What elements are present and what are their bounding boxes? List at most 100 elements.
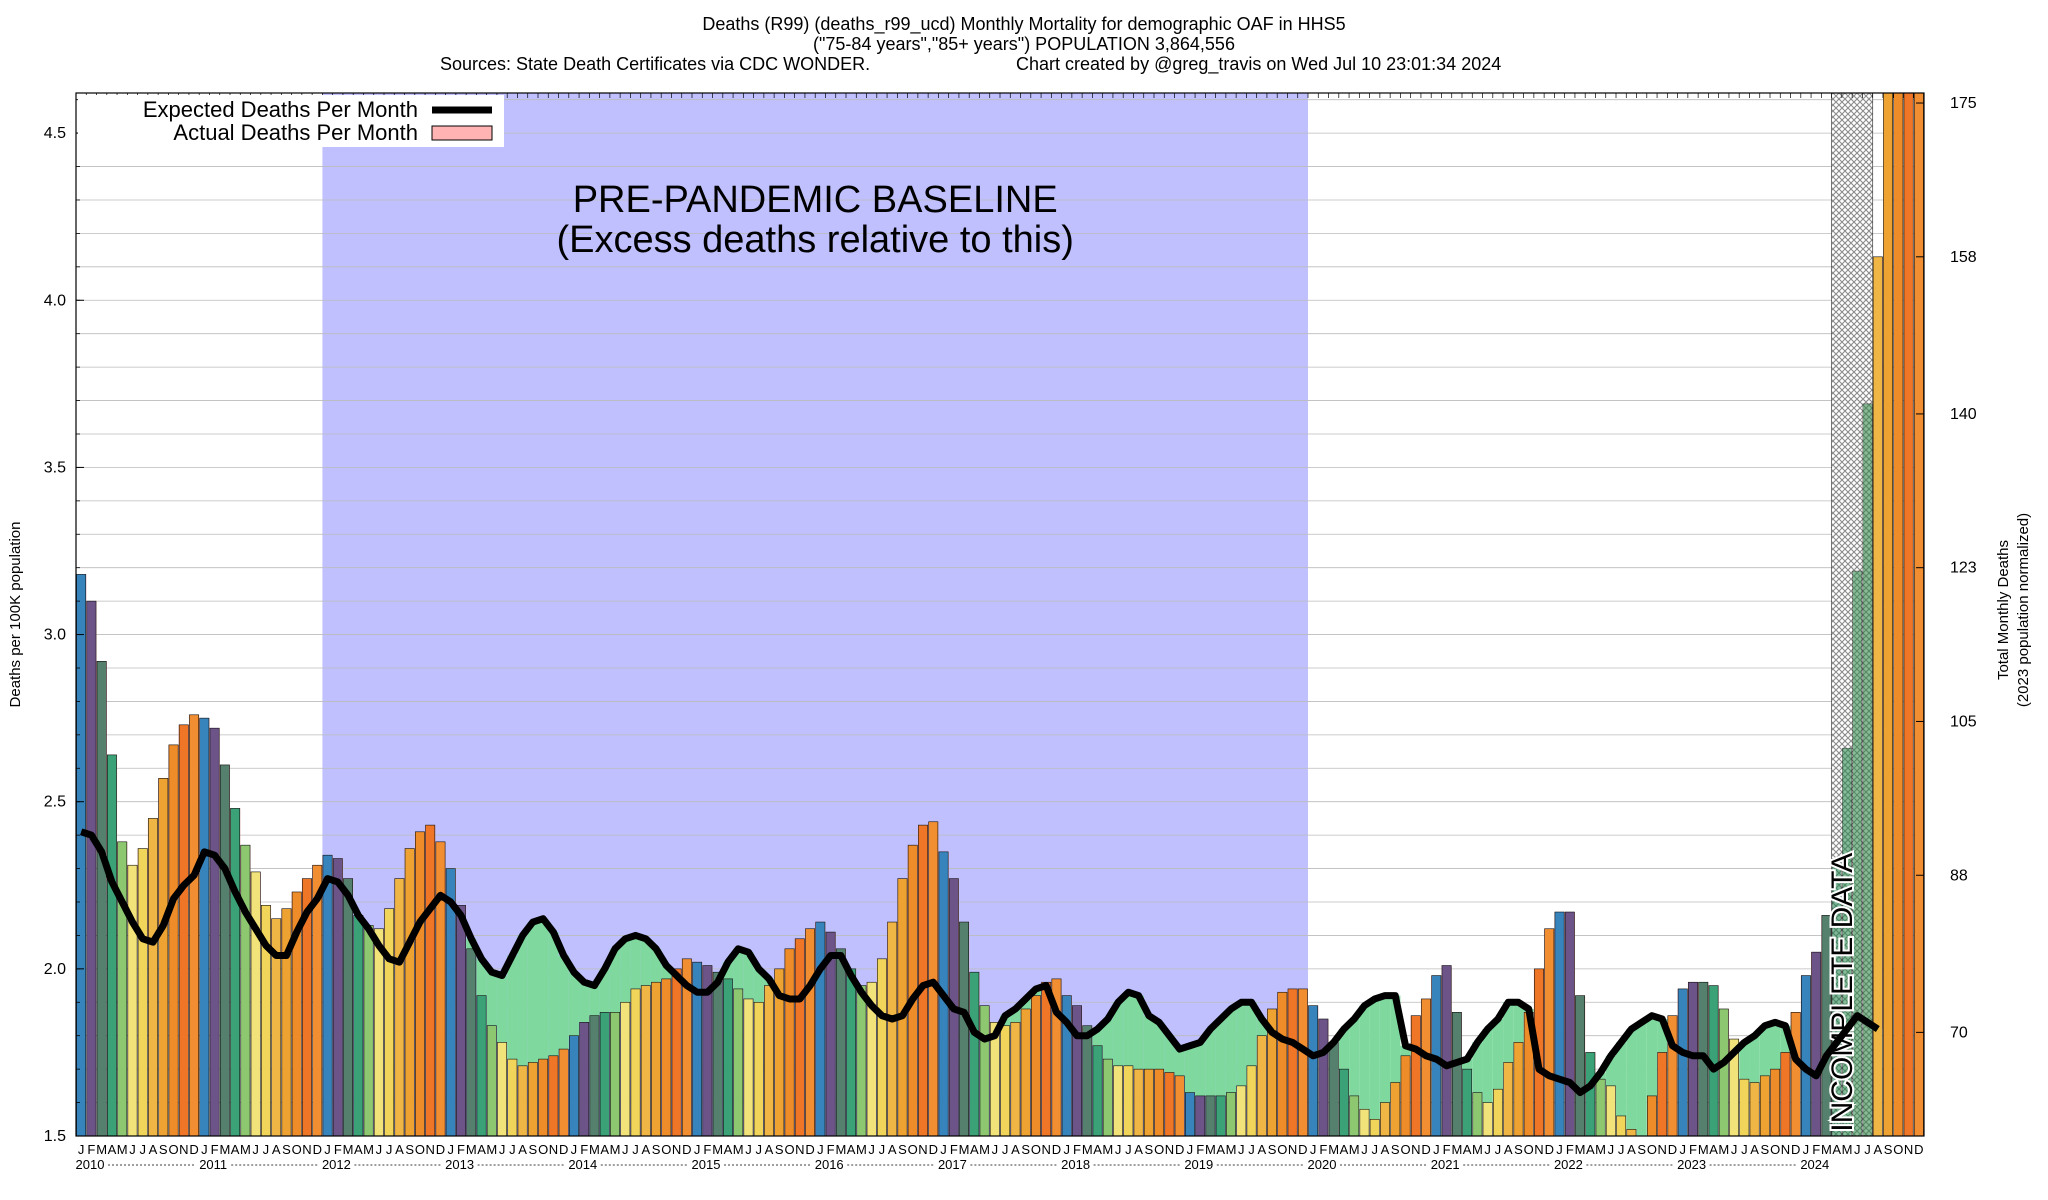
month-label: N [672,1142,681,1157]
month-label: M [363,1142,374,1157]
actual-bar [661,978,672,1137]
month-label: J [745,1142,752,1157]
month-label: S [1884,1142,1893,1157]
month-label: N [1165,1142,1174,1157]
deficit-area [1636,1022,1647,1136]
actual-bar [1585,1052,1596,1137]
month-label: S [529,1142,538,1157]
actual-bar [589,1015,600,1137]
actual-bar [805,928,816,1137]
axes-layer: 1.5 2.0 2.5 3.0 3.5 4.0 4.5 70 88 105 123 140 158 175… [44,92,1977,1172]
deficit-area [1195,1042,1206,1096]
actual-bar [1872,256,1883,1137]
month-label: J [1679,1142,1686,1157]
deficit-area [1143,1015,1154,1070]
actual-bar [1000,1025,1011,1137]
deficit-area [527,922,538,1063]
month-label: A [1832,1142,1841,1157]
month-label: F [1196,1142,1204,1157]
actual-bar [466,948,477,1137]
month-label: M [712,1142,723,1157]
actual-bar [240,844,251,1137]
month-label: N [1534,1142,1543,1157]
actual-bar [558,1048,569,1137]
actual-bar [1811,951,1822,1137]
actual-bar [876,958,887,1137]
actual-bar [1092,1045,1103,1137]
actual-bar [1493,1088,1503,1137]
month-label: M [343,1142,354,1157]
actual-bar [630,988,641,1137]
actual-bar [640,985,651,1137]
month-label: J [1741,1142,1748,1157]
month-label: J [386,1142,393,1157]
actual-bar [425,824,436,1137]
actual-bar [1082,1025,1093,1137]
actual-bar [1123,1065,1134,1137]
actual-bar [722,978,733,1137]
month-label: J [129,1142,136,1157]
actual-bar [1256,1035,1267,1137]
month-label: A [1709,1142,1718,1157]
month-label: J [252,1142,259,1157]
actual-bar [1903,92,1914,1137]
actual-bar [199,717,210,1137]
text-layer: Deaths per 100K population Total Monthly … [7,179,2032,707]
month-label: A [847,1142,856,1157]
month-label: S [1021,1142,1030,1157]
y-tick-label: 3.5 [44,459,66,476]
deficit-area [1020,998,1031,1009]
month-label: J [263,1142,270,1157]
month-label: A [765,1142,774,1157]
month-label: O [784,1142,794,1157]
month-label: F [1566,1142,1574,1157]
year-label: 2023 [1677,1157,1706,1172]
actual-bar [1677,988,1688,1137]
actual-bar [753,1001,764,1137]
month-label: A [354,1142,363,1157]
actual-bar [322,854,333,1137]
deficit-area [630,935,641,989]
deficit-area [1256,1018,1267,1036]
actual-bar [1616,1115,1627,1137]
month-label: M [1575,1142,1586,1157]
actual-bar [456,905,466,1137]
actual-bar [1513,1042,1524,1137]
actual-bar [76,574,87,1137]
actual-bar [96,661,107,1137]
actual-bar [1164,1072,1175,1137]
month-label: N [549,1142,558,1157]
actual-bar [548,1055,559,1137]
month-label: N [426,1142,435,1157]
month-label: J [817,1142,824,1157]
deficit-area [1236,1002,1247,1086]
actual-bar [404,848,415,1137]
month-label: J [992,1142,999,1157]
actual-bar [394,878,405,1137]
y2-axis-title: Total Monthly Deaths [1995,540,2012,680]
year-label: 2010 [76,1157,105,1172]
actual-bar [1749,1082,1760,1137]
legend-actual-label: Actual Deaths Per Month [173,120,418,145]
actual-bar [1605,1085,1616,1137]
actual-bar [1626,1129,1637,1137]
month-label: A [1134,1142,1143,1157]
month-label: A [108,1142,117,1157]
deficit-area [1092,1029,1103,1046]
month-label: M [1595,1142,1606,1157]
month-label: O [168,1142,178,1157]
month-label: A [1011,1142,1020,1157]
month-label: A [1504,1142,1513,1157]
deficit-area [1749,1035,1760,1083]
year-label: 2017 [938,1157,967,1172]
month-label: J [1187,1142,1194,1157]
month-label: J [1556,1142,1563,1157]
deficit-area [1379,995,1391,1103]
deficit-area [733,948,744,989]
year-label: 2015 [692,1157,721,1172]
actual-bar [1287,988,1298,1137]
deficit-area [1205,1029,1216,1096]
month-label: M [610,1142,621,1157]
actual-bar [1185,1092,1195,1137]
actual-bar [1441,965,1452,1137]
